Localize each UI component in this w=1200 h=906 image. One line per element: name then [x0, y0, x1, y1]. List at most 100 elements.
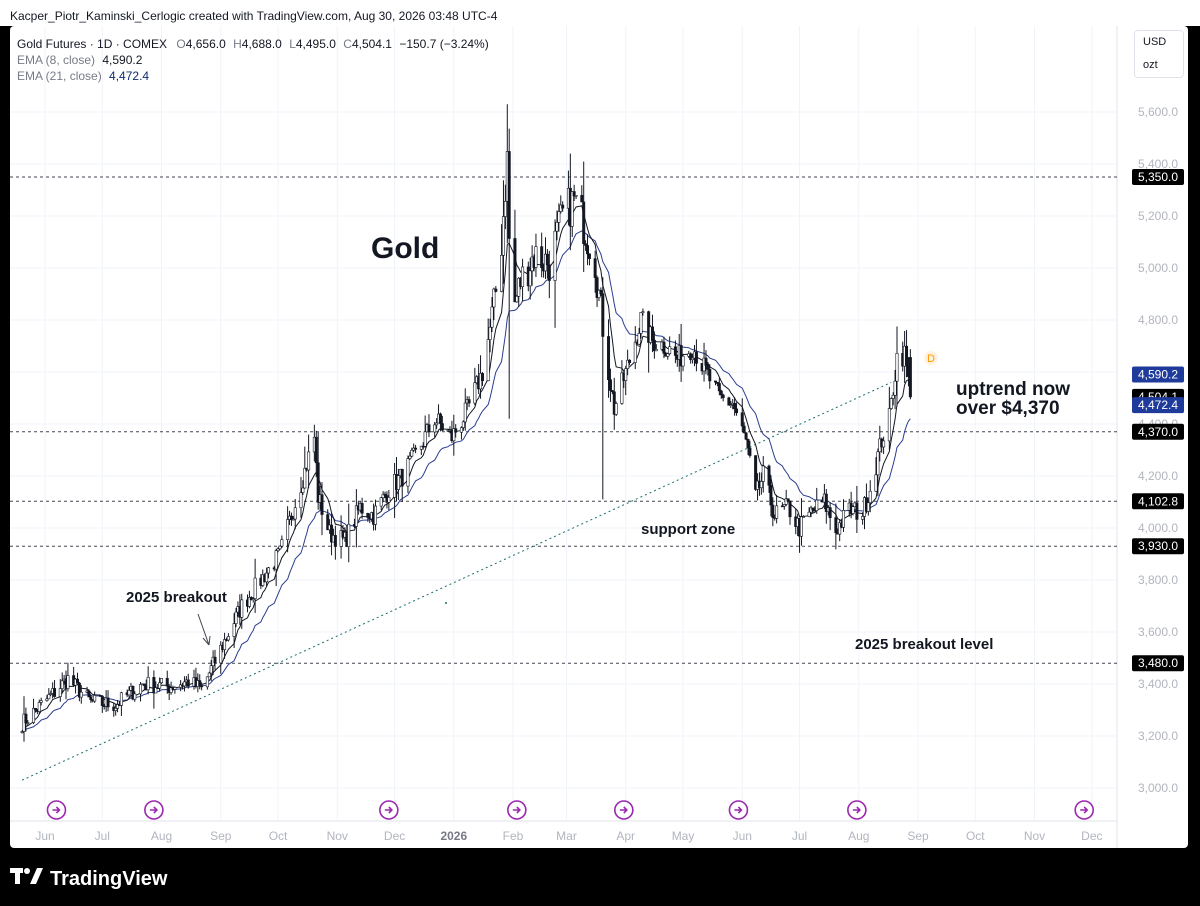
candle — [691, 353, 695, 364]
candle — [396, 468, 400, 500]
unit-label[interactable]: ozt — [1143, 59, 1158, 71]
candle-body — [33, 707, 37, 711]
candle-body — [219, 644, 223, 664]
candle — [47, 688, 51, 700]
level-badge-bg — [1132, 655, 1184, 672]
candle — [276, 547, 280, 553]
candle-body — [339, 530, 343, 547]
candle — [580, 185, 584, 203]
candle — [393, 462, 397, 518]
candle-body — [438, 413, 442, 424]
candle-body — [905, 345, 909, 367]
candle-body — [807, 511, 811, 517]
candle — [815, 487, 819, 514]
candle — [874, 457, 878, 492]
candle — [876, 448, 880, 497]
close-value: 4,504.1 — [351, 37, 392, 51]
candle-body — [280, 539, 284, 547]
candle-body — [486, 339, 490, 382]
symbol-name[interactable]: Gold Futures · 1D · COMEX — [17, 37, 168, 51]
candle-body — [666, 353, 670, 357]
candle — [775, 494, 779, 524]
candle — [612, 377, 616, 430]
annotation-breakout: 2025 breakout — [126, 589, 227, 606]
candle-body — [637, 333, 641, 345]
candle-body — [744, 432, 748, 440]
candle — [131, 685, 135, 701]
candle — [614, 401, 618, 416]
candle — [58, 679, 62, 702]
candle — [607, 319, 611, 398]
candle-body — [662, 341, 666, 354]
candle-body — [381, 493, 385, 499]
candle-body — [379, 497, 383, 507]
candle-body — [708, 369, 712, 382]
candle — [37, 699, 41, 715]
candle — [694, 339, 698, 372]
candle — [908, 349, 912, 400]
candle-body — [232, 623, 236, 637]
candle-body — [868, 490, 872, 504]
candle-body — [561, 204, 565, 209]
candle-body — [882, 440, 886, 448]
candle-body — [87, 690, 91, 698]
level-badge: 3,480.0 — [1138, 656, 1178, 670]
y-tick-label: 5,200.0 — [1138, 209, 1178, 223]
candle-body — [116, 704, 120, 709]
candle — [219, 641, 223, 674]
candle-body — [265, 572, 269, 583]
brand-name[interactable]: TradingView — [50, 867, 168, 890]
candle-body — [586, 245, 590, 255]
candle-body — [440, 423, 444, 431]
level-badge: 3,930.0 — [1138, 539, 1178, 553]
candle-body — [293, 507, 297, 520]
candle — [354, 489, 358, 548]
candle — [584, 240, 588, 251]
y-tick-label: 3,200.0 — [1138, 729, 1178, 743]
candle-body — [515, 296, 519, 303]
chart-title: Gold — [371, 232, 439, 265]
candle — [887, 386, 891, 450]
ema21-legend[interactable]: EMA (21, close) 4,472.4 — [17, 69, 149, 83]
candle-body — [347, 523, 351, 547]
candle-body — [66, 675, 70, 689]
candle-body — [165, 678, 169, 687]
candle — [366, 512, 370, 522]
candle — [383, 491, 387, 499]
candle-body — [494, 288, 498, 292]
candle-body — [133, 693, 137, 700]
x-tick-label: Jul — [792, 829, 807, 843]
candle — [715, 381, 719, 387]
candle — [761, 456, 765, 493]
candle-body — [595, 277, 599, 298]
event-marker-arrow — [852, 806, 862, 814]
tradingview-logo-icon[interactable] — [10, 866, 44, 892]
candle — [414, 444, 418, 454]
currency-label[interactable]: USD — [1143, 36, 1167, 48]
candle — [570, 191, 574, 238]
candle — [673, 340, 677, 364]
candle-body — [587, 253, 591, 259]
candle-body — [427, 424, 431, 433]
candle-body — [620, 372, 624, 404]
candle — [488, 318, 492, 353]
candle-body — [775, 505, 779, 519]
x-tick-label: Apr — [616, 829, 635, 843]
candle-body — [47, 694, 51, 700]
candle — [146, 666, 150, 695]
ema8-legend[interactable]: EMA (8, close) 4,590.2 — [17, 53, 142, 67]
high-value: 4,688.0 — [241, 37, 282, 51]
price-chart[interactable]: 3,000.0 3,200.0 3,400.0 3,600.0 3,800.0 4,000… — [10, 26, 1188, 848]
candle-body — [32, 707, 36, 723]
candle-body — [652, 340, 656, 352]
candle-body — [784, 498, 788, 505]
x-tick-label: Mar — [556, 829, 577, 843]
candle-body — [158, 682, 162, 689]
unit-selector[interactable]: USD ozt — [1134, 30, 1184, 78]
candle — [905, 330, 909, 378]
candle-body — [729, 404, 733, 406]
candle — [234, 607, 238, 628]
price-badge-ema21-bg — [1132, 397, 1184, 414]
chart-frame[interactable]: 3,000.0 3,200.0 3,400.0 3,600.0 3,800.0 4,000… — [10, 26, 1188, 848]
candle — [423, 415, 427, 448]
